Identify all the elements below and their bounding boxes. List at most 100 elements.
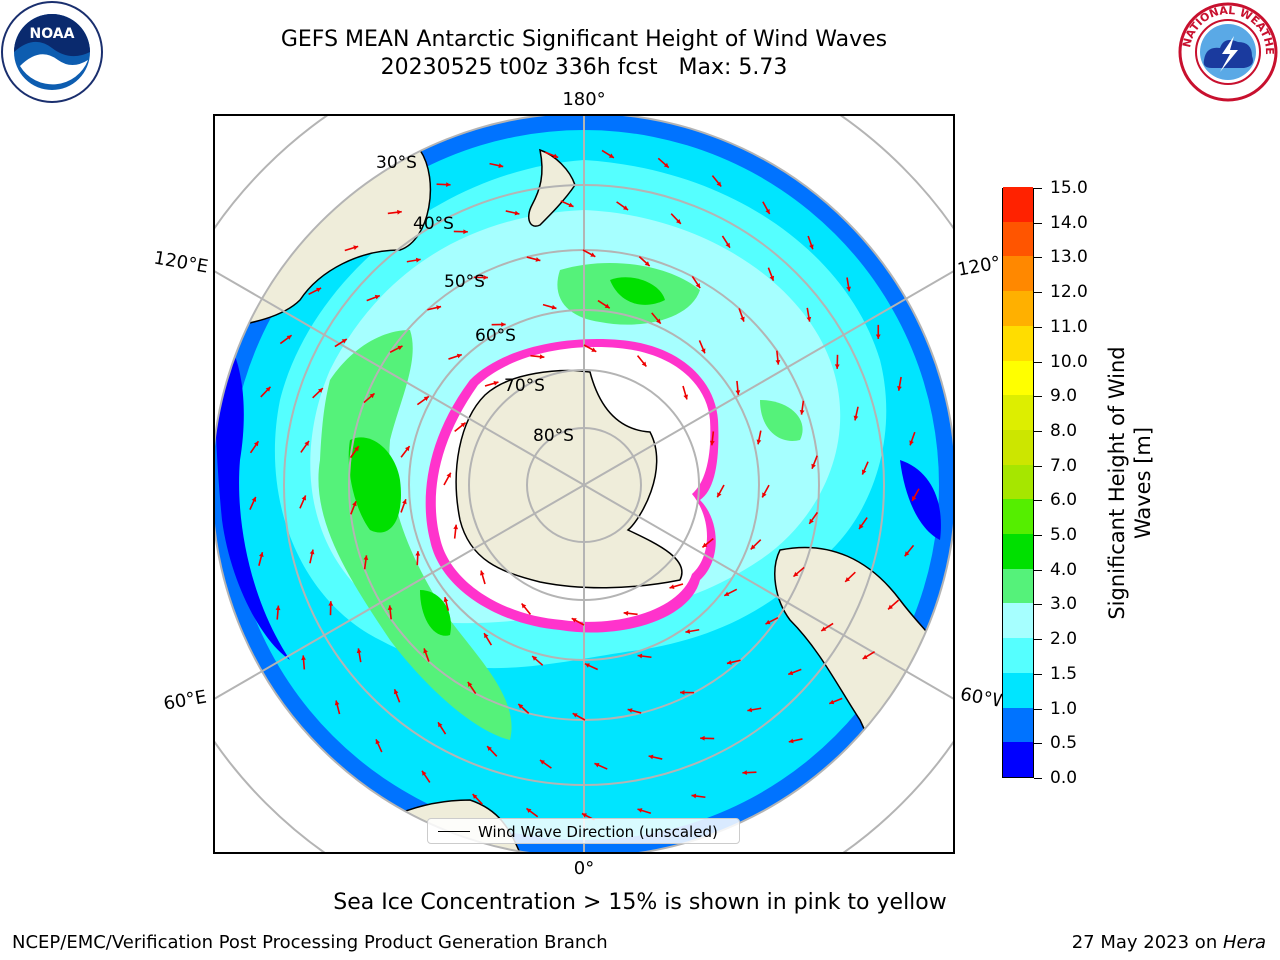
wave-arrow-head [594,762,600,768]
wave-arrow-head [309,549,315,555]
wave-arrow-head [258,552,264,558]
wave-arrow-head [251,496,257,502]
wave-arrow-head [526,808,532,813]
wave-arrow-head [328,601,334,606]
wave-arrow-head [553,153,559,159]
colorbar-tick [1034,500,1042,502]
wave-arrow-head [637,808,643,813]
wave-arrow-head [700,348,706,354]
colorbar-title-line-1: Significant Height of Wind [1105,346,1129,620]
colorbar-segment [1003,429,1033,465]
wave-arrow-head [648,754,654,760]
wave-arrow-head [483,275,488,280]
wave-arrow-head [765,619,771,625]
colorbar-segment [1003,602,1033,639]
wave-arrow-head [656,318,661,324]
wave-arrow-head [846,286,851,292]
wave-arrow-head [676,218,681,224]
wave-arrow-head [702,542,708,548]
map-legend: Wind Wave Direction (unscaled) [427,818,740,844]
wave-arrow-head [415,551,421,556]
colorbar-tick [1034,396,1042,398]
wave-arrow-head [811,463,816,469]
wave-arrow-head [438,722,443,728]
wave-arrow-head [341,339,347,344]
wave-arrow-head [623,610,629,616]
wave-arrow-head [539,760,545,765]
footer-host: Hera [1222,932,1266,953]
colorbar-tick [1034,708,1042,710]
sea-ice-caption: Sea Ice Concentration > 15% is shown in … [333,890,947,915]
colorbar-tick [1034,639,1042,641]
wave-arrow-head [627,708,633,713]
wave-arrow-head [875,334,881,339]
colorbar-segment [1003,186,1033,222]
lon-label-0: 0° [574,858,594,879]
legend-line-sample [438,831,470,832]
wave-arrow-head [375,739,381,745]
wave-arrow-head [501,322,506,327]
wave-arrow-head [809,244,814,250]
footer-credit: NCEP/EMC/Verification Post Processing Pr… [12,932,608,953]
colorbar-tick-label: 1.5 [1050,663,1078,684]
colorbar-segment [1003,464,1033,500]
colorbar-tick-label: 14.0 [1050,212,1088,233]
wave-arrow-head [700,735,705,741]
colorbar-tick-label: 8.0 [1050,420,1078,441]
noaa-logo-text: NOAA [30,26,75,42]
colorbar-segment [1003,360,1033,396]
wave-arrow-head [747,707,753,713]
wave-arrow-head [717,492,722,498]
noaa-logo: NOAA [1,1,103,103]
lon-label-60e: 60°E [162,686,208,714]
antarctica [455,369,683,589]
wave-arrow-head [374,294,380,300]
high-wave-patch-west [318,330,512,740]
colorbar-segment [1003,325,1033,361]
wave-arrow-head [456,353,462,359]
wave-arrow-head [354,446,359,452]
wave-arrow-head [669,584,675,590]
wave-arrow-head [726,660,732,665]
wave-arrow-head [423,648,428,654]
colorbar-tick [1034,743,1042,745]
colorbar-tick-label: 11.0 [1050,316,1088,337]
wave-arrow-head [369,393,375,399]
wave-arrow-head [740,316,745,322]
wave-arrow-head [591,347,597,352]
wave-arrow-head [316,287,322,293]
lat-label-60s: 60°S [475,326,516,346]
wave-arrow-head [809,518,814,524]
colorbar-tick [1034,430,1042,432]
wave-arrow-head [793,571,799,577]
colorbar-tick-label: 7.0 [1050,455,1078,476]
wave-arrow-head [275,605,281,611]
wind-wave-arrows [249,149,920,821]
wave-arrow-head [402,499,407,505]
colorbar-segment [1003,498,1033,535]
wave-arrow-head [788,738,794,744]
colorbar-segment [1003,533,1033,569]
wave-arrow-head [539,354,545,360]
wave-arrow-head [623,205,629,210]
wave-arrow-head [405,446,410,452]
wave-arrow-head [286,335,292,340]
colorbar-segment [1003,707,1033,743]
wave-arrow-head [912,495,917,501]
wave-arrow-head [581,813,587,818]
wave-arrow-head [301,495,307,501]
wave-arrow-head [806,316,812,322]
madagascar [214,766,304,853]
wave-arrow-head [604,303,610,309]
colorbar-tick [1034,188,1042,189]
wave-arrow-head [750,544,756,550]
wave-arrow-head [301,655,306,661]
colorbar-tick [1034,257,1042,259]
wave-arrow-head [888,604,893,610]
wave-arrow-head [460,422,466,428]
wave-arrow-head [897,386,902,391]
wave-arrow-head [572,713,578,718]
wave-arrow-head [742,770,747,776]
wave-arrow-head [571,618,577,623]
lon-label-120e: 120°E [152,247,210,277]
